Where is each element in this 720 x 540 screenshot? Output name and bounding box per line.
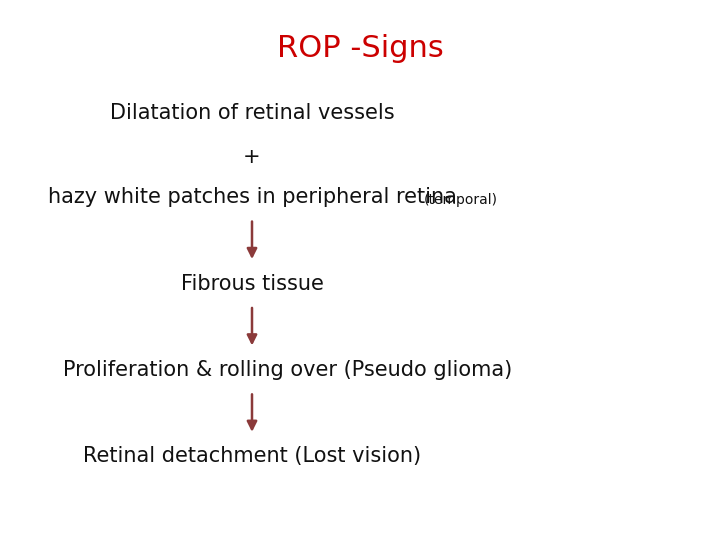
Text: ROP -Signs: ROP -Signs [276,34,444,63]
Text: Dilatation of retinal vessels: Dilatation of retinal vessels [109,103,395,124]
Text: Retinal detachment (Lost vision): Retinal detachment (Lost vision) [83,446,421,467]
Text: Proliferation & rolling over (Pseudo glioma): Proliferation & rolling over (Pseudo gli… [63,360,513,380]
Text: (temporal): (temporal) [423,193,498,207]
Text: +: + [243,146,261,167]
Text: Fibrous tissue: Fibrous tissue [181,273,323,294]
Text: hazy white patches in peripheral retina: hazy white patches in peripheral retina [48,187,456,207]
